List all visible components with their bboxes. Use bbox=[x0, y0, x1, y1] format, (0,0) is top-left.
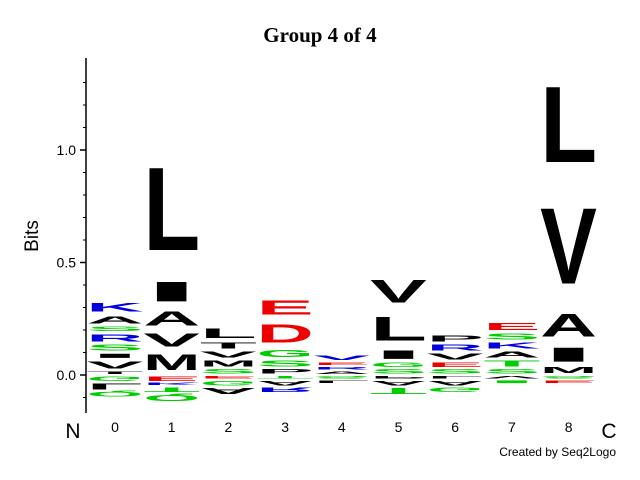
logo-letter-a: A bbox=[483, 350, 540, 359]
logo-letter-s: S bbox=[87, 325, 144, 332]
logo-letter-q: Q bbox=[143, 393, 200, 402]
logo-letters: TVISRSAKGLQMVAILEKTQSMVTLEGAPSGDETARAREV… bbox=[87, 65, 598, 402]
logo-letter-t: T bbox=[370, 386, 427, 395]
logo-letter-p: P bbox=[427, 334, 484, 343]
logo-letter-i: I bbox=[87, 352, 144, 359]
logo-letter-s: S bbox=[370, 368, 427, 375]
x-tick-label: 3 bbox=[281, 419, 289, 435]
logo-letter-v: V bbox=[483, 375, 540, 380]
logo-letter-m: M bbox=[143, 350, 200, 375]
x-tick-label: 1 bbox=[168, 419, 176, 435]
logo-letter-s: S bbox=[540, 375, 597, 380]
logo-letter-i: I bbox=[483, 380, 540, 384]
logo-letter-k: K bbox=[483, 341, 540, 350]
chart-title: Group 4 of 4 bbox=[263, 23, 377, 47]
logo-letter-v: V bbox=[143, 330, 200, 350]
x-tick-label: 5 bbox=[395, 419, 403, 435]
x-tick-label: 6 bbox=[451, 419, 459, 435]
logo-letter-e: E bbox=[257, 297, 314, 319]
x-tick-label: 2 bbox=[225, 419, 233, 435]
logo-letter-i: I bbox=[143, 276, 200, 307]
logo-letter-a: A bbox=[427, 380, 484, 387]
logo-letter-s: S bbox=[483, 368, 540, 375]
y-tick-label: 0.0 bbox=[57, 367, 77, 383]
logo-letter-l: L bbox=[200, 326, 257, 342]
logo-letter-p: P bbox=[257, 368, 314, 375]
x-tick-label: 4 bbox=[338, 419, 346, 435]
logo-letter-s: S bbox=[87, 343, 144, 352]
logo-letter-l: L bbox=[427, 375, 484, 380]
logo-letter-s: S bbox=[427, 368, 484, 375]
logo-letter-e: E bbox=[313, 361, 370, 366]
logo-letter-v: V bbox=[87, 359, 144, 370]
logo-letter-g: G bbox=[87, 375, 144, 382]
x-ticks: 0 1 2 3 4 5 6 7 8 bbox=[111, 419, 573, 435]
y-tick-label: 0.5 bbox=[57, 255, 77, 271]
logo-letter-g: G bbox=[370, 362, 427, 369]
logo-letter-e: E bbox=[200, 375, 257, 380]
y-ticks: 0.0 0.5 1.0 bbox=[57, 82, 86, 398]
logo-letter-s: S bbox=[483, 332, 540, 341]
logo-letter-d: D bbox=[257, 319, 314, 348]
logo-letter-t: T bbox=[87, 370, 144, 375]
logo-letter-e: E bbox=[540, 380, 597, 385]
x-tick-label: 8 bbox=[565, 419, 573, 435]
logo-letter-a: A bbox=[540, 307, 597, 343]
logo-letter-t: T bbox=[257, 375, 314, 380]
logo-letter-k: K bbox=[143, 382, 200, 387]
logo-letter-l: L bbox=[313, 380, 370, 385]
logo-letter-a: A bbox=[143, 308, 200, 330]
y-axis-label: Bits bbox=[22, 220, 43, 252]
logo-letter-t: T bbox=[200, 341, 257, 350]
logo-letter-l: L bbox=[87, 382, 144, 391]
logo-letter-v: V bbox=[427, 352, 484, 361]
logo-letter-m: M bbox=[200, 359, 257, 368]
logo-letter-e: E bbox=[427, 361, 484, 368]
logo-letter-i: I bbox=[540, 343, 597, 365]
logo-letter-e: E bbox=[143, 375, 200, 382]
logo-letter-s: S bbox=[200, 368, 257, 375]
logo-letter-s: S bbox=[257, 359, 314, 368]
logo-letter-t: T bbox=[143, 386, 200, 393]
logo-letter-v: V bbox=[370, 274, 427, 310]
logo-letter-a: A bbox=[200, 386, 257, 395]
n-terminus-label: N bbox=[65, 420, 80, 443]
x-tick-label: 0 bbox=[111, 419, 119, 435]
logo-letter-l: L bbox=[540, 65, 597, 186]
logo-letter-g: G bbox=[427, 386, 484, 393]
logo-letter-l: L bbox=[143, 142, 200, 275]
credit-text: Created by Seq2Logo bbox=[499, 445, 616, 459]
logo-letter-a: A bbox=[87, 314, 144, 325]
logo-letter-r: R bbox=[427, 343, 484, 352]
logo-letter-s: S bbox=[313, 375, 370, 380]
logo-letter-a: A bbox=[313, 370, 370, 375]
logo-letter-r: R bbox=[87, 332, 144, 343]
logo-letter-e: E bbox=[483, 321, 540, 332]
logo-letter-t: T bbox=[483, 359, 540, 368]
logo-letter-v: V bbox=[540, 186, 597, 307]
c-terminus-label: C bbox=[601, 420, 616, 443]
logo-letter-a: A bbox=[370, 380, 427, 387]
logo-letter-q: Q bbox=[87, 391, 144, 398]
logo-letter-r: R bbox=[313, 366, 370, 371]
y-tick-label: 1.0 bbox=[57, 142, 77, 158]
logo-letter-a: A bbox=[257, 380, 314, 387]
logo-letter-v: V bbox=[200, 350, 257, 359]
logo-letter-v: V bbox=[313, 355, 370, 362]
x-tick-label: 7 bbox=[508, 419, 516, 435]
logo-letter-g: G bbox=[200, 379, 257, 386]
logo-letter-g: G bbox=[257, 348, 314, 359]
logo-letter-i: I bbox=[370, 348, 427, 361]
logo-letter-l: L bbox=[370, 309, 427, 347]
logo-letter-m: M bbox=[540, 366, 597, 375]
logo-letter-p: P bbox=[370, 375, 427, 380]
logo-letter-r: R bbox=[257, 386, 314, 393]
logo-letter-k: K bbox=[87, 301, 144, 314]
